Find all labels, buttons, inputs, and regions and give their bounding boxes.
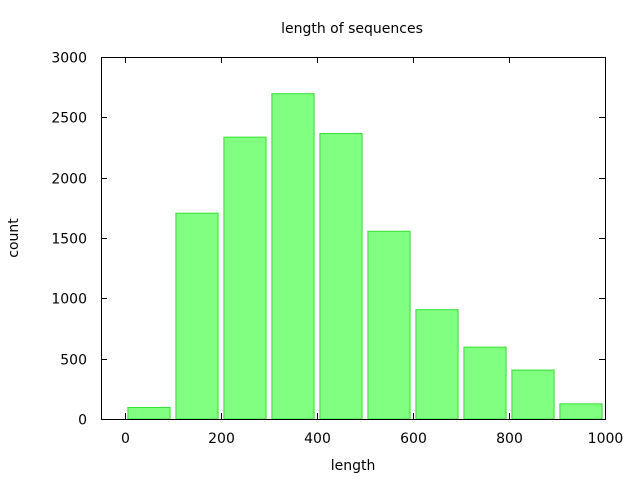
x-tick-label: 600 <box>400 431 427 447</box>
x-tick-label: 0 <box>121 431 130 447</box>
x-tick-label: 800 <box>496 431 523 447</box>
x-axis-label: length <box>331 458 376 474</box>
bar-550 <box>367 230 411 420</box>
bar-50 <box>127 406 171 420</box>
bar-650 <box>415 309 459 420</box>
y-tick-label: 2500 <box>51 111 87 127</box>
bars <box>127 93 603 420</box>
bar-950 <box>559 403 603 420</box>
y-tick-label: 1500 <box>51 232 87 248</box>
x-tick-label: 200 <box>208 431 235 447</box>
axis-ticks: 0 500 1000 1500 2000 2500 3000 0 200 400 600 800 100… <box>51 51 623 448</box>
bar-150 <box>175 212 219 420</box>
chart-title: length of sequences <box>281 21 423 37</box>
bar-450 <box>319 133 363 420</box>
y-tick-label: 500 <box>60 353 87 369</box>
bar-250 <box>223 136 267 420</box>
x-tick-label: 1000 <box>588 431 624 447</box>
bar-750 <box>463 346 507 420</box>
y-tick-label: 0 <box>78 413 87 429</box>
y-tick-label: 3000 <box>51 51 87 67</box>
y-tick-label: 2000 <box>51 172 87 188</box>
y-tick-label: 1000 <box>51 292 87 308</box>
bar-350 <box>271 93 315 420</box>
x-tick-label: 400 <box>304 431 331 447</box>
y-axis-label: count <box>6 218 22 258</box>
bar-850 <box>511 369 555 420</box>
